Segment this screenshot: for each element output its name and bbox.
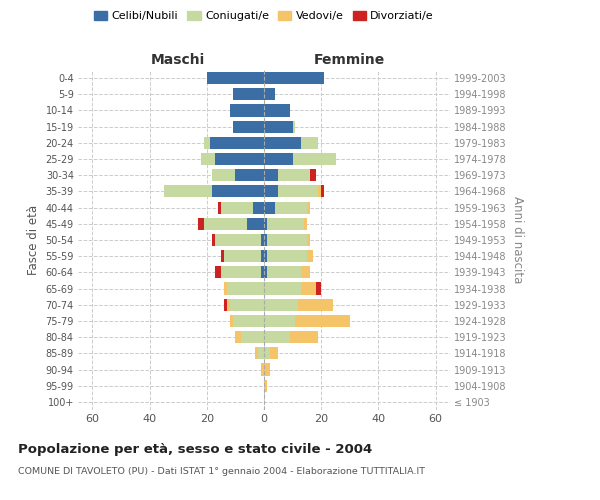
Y-axis label: Anni di nascita: Anni di nascita <box>511 196 524 284</box>
Bar <box>235 169 264 181</box>
Bar <box>224 282 227 294</box>
Bar <box>301 282 316 294</box>
Bar <box>215 234 261 246</box>
Bar <box>230 298 264 311</box>
Bar <box>224 250 261 262</box>
Bar <box>264 120 293 132</box>
Text: Popolazione per età, sesso e stato civile - 2004: Popolazione per età, sesso e stato civil… <box>18 442 372 456</box>
Bar <box>267 218 304 230</box>
Bar <box>264 186 278 198</box>
Bar <box>227 282 264 294</box>
Bar <box>221 266 261 278</box>
Bar <box>267 234 307 246</box>
Bar <box>261 266 264 278</box>
Bar <box>212 186 264 198</box>
Bar <box>264 137 301 149</box>
Bar <box>264 266 267 278</box>
Bar <box>267 250 307 262</box>
Bar <box>304 218 307 230</box>
Text: COMUNE DI TAVOLETO (PU) - Dati ISTAT 1° gennaio 2004 - Elaborazione TUTTITALIA.I: COMUNE DI TAVOLETO (PU) - Dati ISTAT 1° … <box>18 468 425 476</box>
Bar <box>293 120 295 132</box>
Bar <box>215 153 264 165</box>
Bar <box>241 331 264 343</box>
Bar <box>321 186 324 198</box>
Bar <box>198 218 204 230</box>
Bar <box>264 202 275 213</box>
Bar <box>256 348 258 360</box>
Bar <box>215 266 221 278</box>
Bar <box>264 331 290 343</box>
Bar <box>264 234 267 246</box>
Bar <box>212 169 235 181</box>
Bar <box>224 298 227 311</box>
Bar <box>293 153 335 165</box>
Bar <box>295 315 350 327</box>
Bar <box>307 234 310 246</box>
Bar <box>267 266 301 278</box>
Bar <box>264 282 301 294</box>
Bar <box>201 153 215 165</box>
Bar <box>264 298 298 311</box>
Bar <box>261 364 264 376</box>
Bar <box>247 218 264 230</box>
Bar <box>212 234 215 246</box>
Bar <box>221 202 253 213</box>
Bar <box>264 315 295 327</box>
Text: Maschi: Maschi <box>151 53 205 67</box>
Bar <box>319 186 321 198</box>
Bar <box>221 250 224 262</box>
Bar <box>264 364 270 376</box>
Bar <box>235 331 241 343</box>
Bar <box>270 348 278 360</box>
Bar <box>258 348 264 360</box>
Bar <box>301 266 310 278</box>
Bar <box>230 315 233 327</box>
Bar <box>233 88 264 101</box>
Bar <box>264 250 267 262</box>
Bar <box>233 120 264 132</box>
Bar <box>227 298 230 311</box>
Y-axis label: Fasce di età: Fasce di età <box>27 205 40 275</box>
Bar <box>264 153 293 165</box>
Bar <box>264 218 267 230</box>
Bar <box>164 186 212 198</box>
Bar <box>307 202 310 213</box>
Bar <box>264 72 324 84</box>
Bar <box>218 202 221 213</box>
Bar <box>264 348 270 360</box>
Bar <box>278 186 319 198</box>
Bar <box>301 137 319 149</box>
Bar <box>264 104 290 117</box>
Bar <box>230 104 264 117</box>
Text: Femmine: Femmine <box>314 53 385 67</box>
Legend: Celibi/Nubili, Coniugati/e, Vedovi/e, Divorziati/e: Celibi/Nubili, Coniugati/e, Vedovi/e, Di… <box>91 8 437 24</box>
Bar <box>261 234 264 246</box>
Bar <box>204 137 209 149</box>
Bar <box>307 250 313 262</box>
Bar <box>204 218 247 230</box>
Bar <box>233 315 264 327</box>
Bar <box>264 380 267 392</box>
Bar <box>316 282 321 294</box>
Bar <box>278 169 310 181</box>
Bar <box>310 169 316 181</box>
Bar <box>253 202 264 213</box>
Bar <box>275 202 307 213</box>
Bar <box>290 331 319 343</box>
Bar <box>298 298 332 311</box>
Bar <box>264 88 275 101</box>
Bar <box>209 137 264 149</box>
Bar <box>261 250 264 262</box>
Bar <box>264 169 278 181</box>
Bar <box>207 72 264 84</box>
